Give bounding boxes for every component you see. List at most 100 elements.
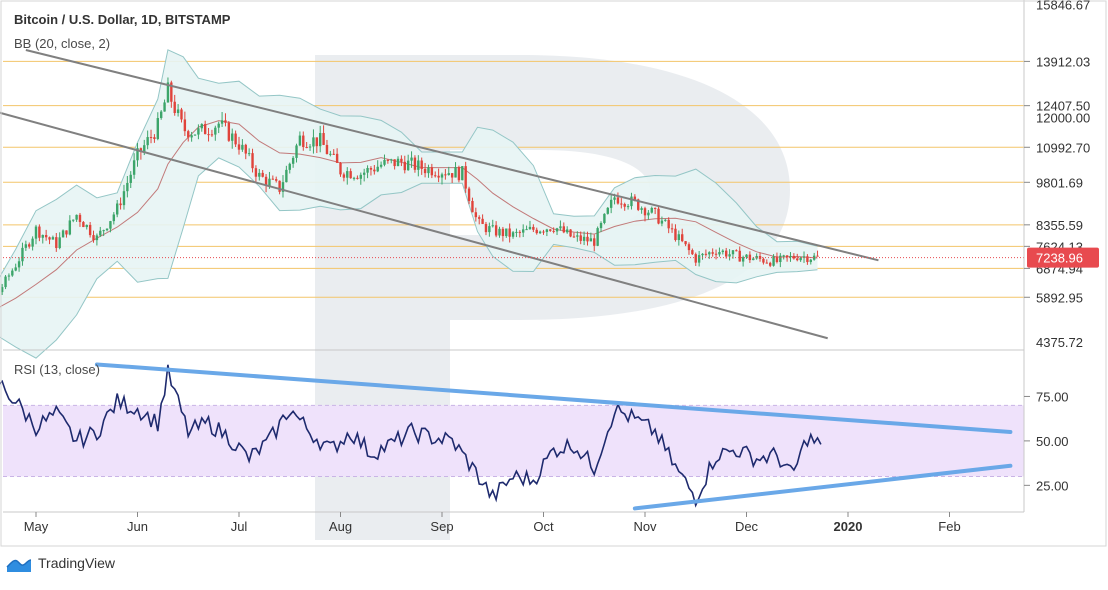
candle-body [173, 101, 176, 114]
candle-body [457, 167, 461, 181]
candle-body [741, 257, 745, 262]
candle-body [129, 174, 132, 183]
time-axis-label: Oct [533, 519, 554, 534]
candle-body [295, 145, 298, 158]
time-axis-label: Nov [633, 519, 657, 534]
candle-body [227, 122, 231, 141]
candle-body [423, 168, 427, 174]
candle-body [508, 228, 511, 237]
candle-body [281, 182, 285, 192]
tradingview-brand[interactable]: TradingView [38, 555, 116, 571]
rsi-resistance-trendline [94, 362, 1013, 434]
candle-body [735, 250, 738, 252]
candle-body [139, 148, 143, 152]
candle-body [386, 159, 390, 161]
candle-body [603, 213, 606, 223]
candle-body [153, 137, 156, 139]
candle-body [731, 250, 735, 255]
candle-body [775, 256, 779, 263]
rsi-band-fill [3, 405, 1024, 477]
candle-body [708, 252, 711, 255]
candle-body [670, 228, 674, 230]
candle-body [308, 146, 312, 148]
candle-body [637, 199, 640, 210]
candle-body [667, 219, 670, 229]
candle-body [511, 232, 515, 237]
candle-body [55, 237, 58, 249]
candle-body [640, 208, 643, 210]
candle-body [88, 224, 92, 236]
candle-body [99, 230, 102, 236]
candle-body [674, 228, 677, 241]
candle-body [0, 287, 4, 293]
candle-body [772, 256, 775, 266]
candle-body [515, 231, 518, 233]
candle-body [752, 258, 755, 261]
candle-body [122, 191, 126, 206]
candle-body [359, 174, 362, 179]
footer: TradingView [6, 552, 115, 574]
candle-body [806, 256, 809, 263]
candle-body [61, 230, 65, 238]
tradingview-logo-icon [6, 559, 32, 572]
candle-body [193, 134, 197, 136]
candle-body [126, 182, 129, 192]
candle-body [609, 199, 613, 208]
candle-body [315, 137, 319, 147]
current-price-label: 7238.96 [1036, 251, 1083, 266]
candle-body [346, 171, 349, 178]
candle-body [11, 270, 14, 276]
candle-body [261, 172, 264, 177]
candle-body [528, 226, 532, 230]
candle-body [92, 235, 95, 241]
candle-body [694, 254, 697, 263]
rsi-pane [0, 362, 1024, 511]
candle-body [247, 153, 251, 155]
candle-body [251, 153, 254, 169]
candle-body [119, 203, 122, 206]
candle-body [105, 228, 109, 231]
candle-body [7, 275, 11, 277]
candle-body [393, 159, 396, 167]
candle-body [244, 144, 247, 154]
candle-body [116, 203, 119, 215]
time-axis-label: Jul [231, 519, 248, 534]
candle-body [305, 147, 308, 149]
bollinger-lower-line [0, 157, 818, 359]
price-axis-label: 4375.72 [1036, 335, 1083, 350]
candle-body [559, 226, 562, 229]
current-price-badge [1027, 247, 1099, 268]
candle-body [319, 133, 322, 147]
candle-body [572, 236, 576, 238]
candle-body [95, 235, 99, 241]
candle-body [505, 228, 508, 237]
candle-body [322, 133, 325, 145]
candle-body [207, 134, 210, 136]
candle-body [224, 120, 227, 123]
candle-body [549, 229, 552, 231]
candle-body [278, 180, 281, 192]
candle-body [623, 203, 626, 207]
candle-body [691, 250, 694, 255]
candle-body [102, 230, 105, 232]
candle-body [366, 168, 369, 173]
candle-body [660, 220, 664, 224]
candle-body [657, 208, 660, 224]
candle-body [258, 172, 261, 177]
candle-body [809, 259, 812, 263]
candle-body [44, 235, 48, 238]
candle-body [437, 175, 440, 178]
candle-body [593, 238, 596, 246]
candle-body [467, 188, 471, 201]
candle-body [237, 144, 241, 150]
candle-body [542, 231, 545, 233]
candle-body [72, 219, 75, 221]
candle-body [136, 148, 139, 161]
candle-body [586, 236, 589, 242]
candle-body [51, 237, 55, 240]
candle-body [596, 228, 599, 246]
candle-body [413, 157, 417, 170]
candle-body [535, 229, 538, 234]
candle-body [82, 222, 85, 228]
candle-body [17, 261, 21, 268]
